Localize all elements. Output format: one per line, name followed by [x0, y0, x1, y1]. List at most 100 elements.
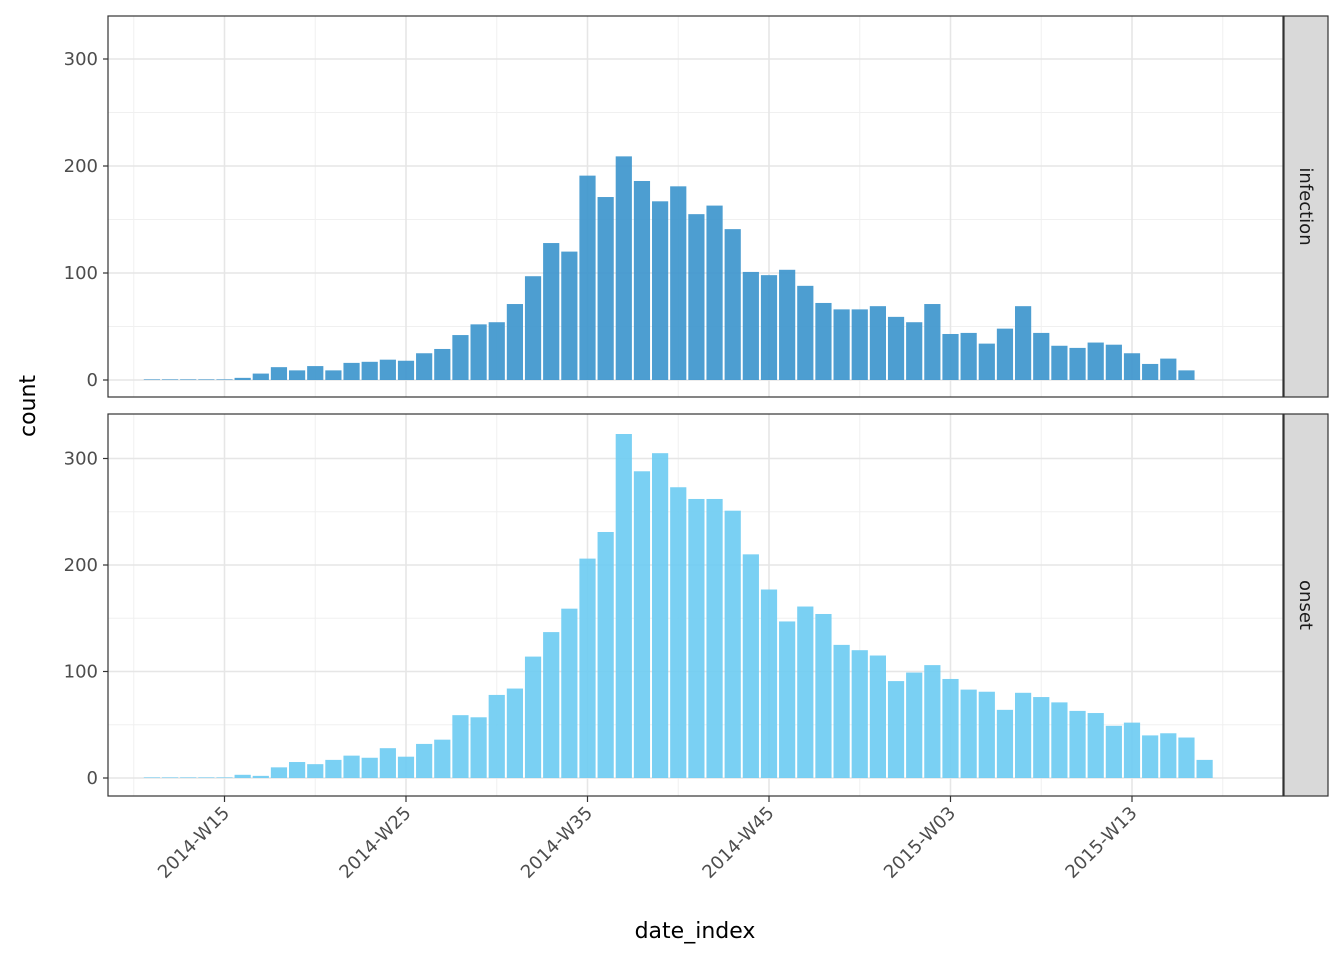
bar-onset-3 [198, 777, 215, 778]
bar-infection-34 [760, 275, 778, 380]
bar-infection-15 [416, 353, 433, 380]
bar-infection-42 [906, 322, 923, 380]
bar-onset-48 [1015, 692, 1032, 778]
bar-infection-52 [1087, 342, 1104, 380]
bar-onset-50 [1051, 702, 1068, 778]
x-tick-label: 2014-W45 [698, 803, 778, 883]
bars [143, 434, 1213, 779]
y-tick-label: 200 [64, 156, 98, 177]
bar-onset-35 [779, 621, 796, 778]
bar-onset-32 [724, 510, 741, 778]
bar-infection-32 [724, 229, 741, 380]
y-axis: 0 100 200 300 [64, 49, 108, 391]
bar-infection-16 [434, 348, 451, 380]
bar-infection-54 [1123, 353, 1141, 380]
bar-infection-40 [869, 306, 886, 380]
bar-infection-51 [1069, 347, 1086, 380]
bar-infection-21 [524, 276, 542, 380]
bar-infection-29 [670, 186, 687, 380]
bar-onset-38 [833, 644, 850, 779]
bar-onset-56 [1160, 733, 1177, 778]
bar-infection-14 [397, 360, 415, 380]
bar-onset-15 [416, 743, 433, 778]
bar-infection-43 [924, 304, 941, 380]
bar-onset-2 [180, 777, 197, 778]
strip-label-infection: infection [1295, 167, 1316, 245]
panel-infection: infection 0 100 200 300 [64, 15, 1329, 398]
bar-onset-49 [1033, 697, 1050, 778]
bar-onset-57 [1178, 737, 1195, 778]
bar-onset-22 [543, 632, 560, 779]
bar-infection-10 [325, 370, 342, 380]
bar-onset-44 [942, 678, 959, 779]
bar-onset-42 [906, 672, 923, 778]
y-tick-label: 200 [64, 555, 98, 576]
bar-onset-19 [488, 694, 505, 778]
bar-onset-8 [289, 762, 306, 778]
bar-infection-22 [543, 243, 560, 380]
bar-onset-6 [252, 775, 269, 778]
bar-onset-17 [452, 715, 469, 778]
bar-infection-23 [561, 251, 578, 380]
bar-onset-28 [652, 453, 669, 778]
bar-onset-55 [1142, 735, 1159, 778]
y-tick-label: 100 [64, 662, 98, 683]
bar-infection-11 [343, 362, 360, 380]
bar-onset-5 [234, 774, 251, 778]
bar-onset-43 [924, 665, 941, 778]
bar-onset-1 [161, 777, 179, 778]
bar-infection-35 [779, 269, 796, 380]
bar-onset-16 [434, 739, 451, 778]
bar-onset-45 [960, 689, 977, 778]
bar-infection-26 [615, 156, 632, 380]
bar-onset-0 [143, 777, 160, 778]
bar-onset-53 [1105, 725, 1122, 778]
bar-onset-9 [307, 764, 324, 778]
bar-onset-30 [688, 498, 705, 778]
bar-onset-29 [670, 487, 687, 778]
bar-infection-28 [652, 201, 669, 380]
bar-infection-13 [379, 359, 396, 380]
x-tick-label: 2014-W35 [517, 803, 597, 883]
y-tick-label: 100 [64, 263, 98, 284]
bar-onset-21 [524, 656, 542, 778]
bar-onset-25 [597, 531, 614, 778]
y-tick-label: 0 [87, 768, 98, 789]
bar-infection-5 [234, 377, 251, 380]
bar-infection-36 [797, 285, 814, 380]
bar-onset-36 [797, 606, 814, 778]
bar-onset-4 [216, 777, 233, 778]
y-tick-label: 300 [64, 49, 98, 70]
bar-infection-47 [996, 328, 1014, 380]
bar-infection-55 [1142, 363, 1159, 380]
bar-infection-3 [198, 379, 215, 380]
bar-infection-31 [706, 205, 723, 380]
y-axis-title: count [16, 375, 41, 437]
bar-onset-52 [1087, 713, 1104, 778]
bar-infection-9 [307, 366, 324, 380]
bar-onset-26 [615, 434, 632, 778]
bar-infection-20 [506, 304, 523, 380]
bar-infection-24 [579, 175, 596, 380]
strip-label-onset: onset [1295, 580, 1316, 630]
panel-border [107, 15, 1284, 398]
bar-infection-1 [161, 379, 179, 380]
bar-onset-12 [361, 757, 378, 778]
bar-onset-34 [760, 589, 778, 778]
strip-background [1283, 413, 1329, 797]
bar-onset-10 [325, 759, 342, 778]
bar-onset-18 [470, 717, 487, 778]
bar-infection-39 [851, 309, 868, 380]
x-tick-label: 2014-W15 [154, 803, 234, 883]
bar-infection-49 [1033, 332, 1050, 380]
bar-infection-12 [361, 361, 378, 380]
bar-onset-41 [887, 681, 905, 778]
bar-infection-41 [887, 316, 905, 380]
x-tick-label: 2014-W25 [335, 803, 415, 883]
bars [143, 156, 1195, 380]
bar-infection-19 [488, 322, 505, 380]
bar-onset-14 [397, 756, 415, 778]
bar-onset-47 [996, 709, 1014, 778]
bar-infection-7 [270, 367, 288, 380]
